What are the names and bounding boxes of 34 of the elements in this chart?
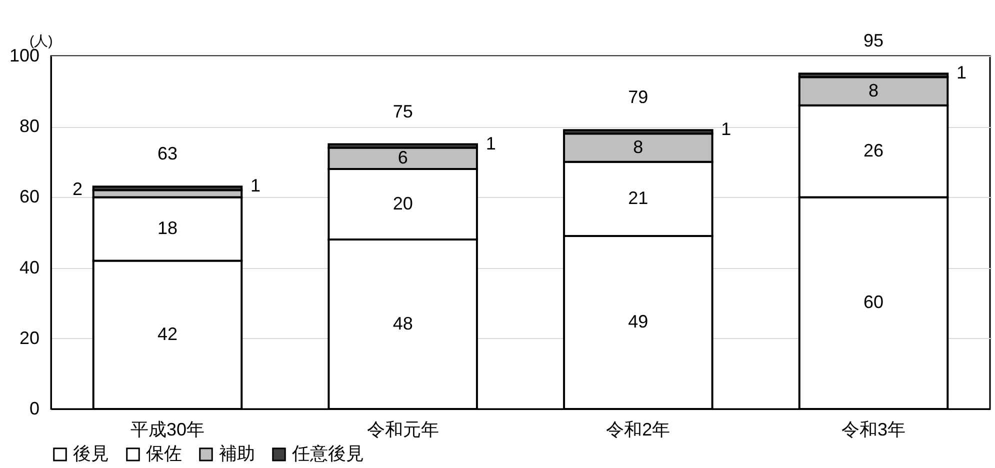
data-label: 21 xyxy=(628,188,648,208)
data-label: 1 xyxy=(721,119,732,140)
data-label: 1 xyxy=(250,176,260,196)
data-label: 26 xyxy=(863,140,884,160)
data-label: 8 xyxy=(868,80,879,100)
x-tick-label: 令和元年 xyxy=(366,420,439,440)
x-tick-label: 平成30年 xyxy=(130,420,205,440)
data-label: 60 xyxy=(863,292,884,312)
y-tick-label: 60 xyxy=(19,186,40,207)
total-label: 75 xyxy=(392,101,413,122)
total-label: 63 xyxy=(157,144,178,164)
data-label: 48 xyxy=(392,313,413,334)
y-tick-label: 80 xyxy=(19,116,40,136)
data-label: 18 xyxy=(157,218,178,238)
data-label: 20 xyxy=(392,193,413,214)
y-tick-label: 0 xyxy=(29,398,40,418)
x-tick-label: 令和3年 xyxy=(842,420,906,440)
data-label: 2 xyxy=(72,179,82,200)
data-label: 1 xyxy=(486,133,496,154)
data-label: 8 xyxy=(633,136,644,157)
legend-label: 後見 xyxy=(73,443,109,464)
data-label: 49 xyxy=(628,312,648,332)
y-tick-label: 40 xyxy=(19,257,40,278)
y-tick-label: 20 xyxy=(19,328,40,348)
total-label: 79 xyxy=(628,87,648,108)
total-label: 95 xyxy=(863,30,884,51)
legend-label: 補助 xyxy=(219,443,255,464)
data-label: 6 xyxy=(398,147,408,168)
x-tick-label: 令和2年 xyxy=(606,420,670,440)
legend-label: 保佐 xyxy=(146,443,182,464)
data-label: 42 xyxy=(157,324,178,344)
data-label: 1 xyxy=(956,62,967,83)
legend-label: 任意後見 xyxy=(291,443,364,464)
y-axis-title: (人) xyxy=(30,32,53,48)
